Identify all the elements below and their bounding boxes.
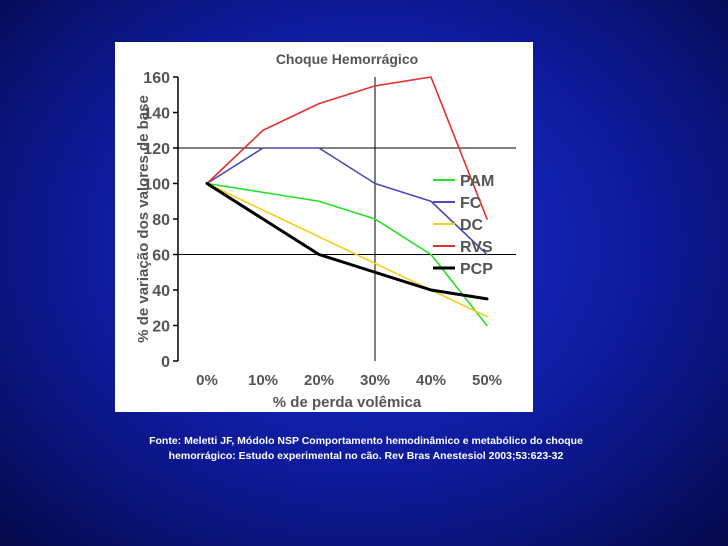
- x-tick-label-1: 10%: [248, 372, 278, 389]
- series-line-dc: [206, 182, 488, 318]
- x-axis-title: % de perda volêmica: [273, 394, 422, 411]
- legend-label-rvs: RVS: [460, 239, 493, 256]
- legend-label-pam: PAM: [460, 173, 494, 190]
- y-tick-label-100: 100: [143, 177, 170, 194]
- y-tick-label-120: 120: [143, 141, 170, 158]
- y-tick-label-20: 20: [152, 319, 170, 336]
- series-line-fc: [206, 147, 488, 256]
- y-tick-label-0: 0: [161, 354, 170, 371]
- y-tick-label-40: 40: [152, 283, 170, 300]
- y-tick-label-160: 160: [143, 70, 170, 87]
- chart-title: Choque Hemorrágico: [276, 51, 418, 67]
- chart-panel: Choque Hemorrágico 0 20 40 60 80 100 120 140 160 0…: [115, 42, 533, 412]
- series-line-rvs: [206, 76, 488, 220]
- y-tick-label-140: 140: [143, 106, 170, 123]
- legend-label-dc: DC: [460, 217, 484, 234]
- legend-label-fc: FC: [460, 195, 482, 212]
- x-tick-label-0: 0%: [196, 372, 218, 389]
- legend-label-pcp: PCP: [460, 261, 493, 278]
- y-tick-label-60: 60: [152, 248, 170, 265]
- x-tick-label-3: 30%: [360, 372, 390, 389]
- x-tick-label-2: 20%: [304, 372, 334, 389]
- series-line-pcp: [205, 182, 489, 301]
- y-tick-label-80: 80: [152, 212, 170, 229]
- line-chart: Choque Hemorrágico 0 20 40 60 80 100 120 140 160 0…: [135, 51, 516, 411]
- source-caption-line-2: hemorrágico: Estudo experimental no cão.…: [168, 450, 564, 462]
- y-axis-title: % de variação dos valores de base: [135, 95, 152, 343]
- x-tick-label-4: 40%: [416, 372, 446, 389]
- source-caption-line-1: Fonte: Meletti JF, Módolo NSP Comportame…: [149, 435, 583, 447]
- series-line-pam: [206, 182, 488, 327]
- x-tick-label-5: 50%: [472, 372, 502, 389]
